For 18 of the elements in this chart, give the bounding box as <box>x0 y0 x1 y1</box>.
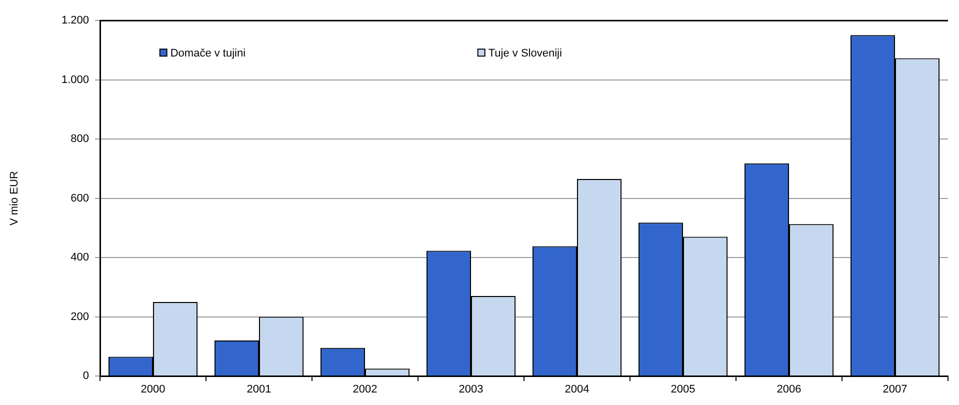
x-tick-label: 2005 <box>670 384 696 396</box>
x-tick-label: 2004 <box>564 384 590 396</box>
legend-label: Domače v tujini <box>170 48 246 60</box>
y-tick-label: 1.000 <box>61 74 89 86</box>
x-tick-label: 2002 <box>352 384 378 396</box>
x-tick-label: 2000 <box>140 384 166 396</box>
y-tick-label: 600 <box>70 192 89 204</box>
x-tick-label: 2003 <box>458 384 484 396</box>
y-tick-label: 0 <box>82 370 89 382</box>
y-axis-title: V mio EUR <box>8 171 21 226</box>
y-tick-label: 400 <box>70 252 89 264</box>
y-tick-label: 200 <box>70 310 89 323</box>
x-tick-label: 2001 <box>246 384 272 396</box>
legend-label: Tuje v Sloveniji <box>488 48 562 60</box>
x-tick-label: 2006 <box>776 384 802 396</box>
y-tick-label: 800 <box>70 133 89 146</box>
y-tick-label: 1.200 <box>61 14 89 27</box>
x-tick-label: 2007 <box>882 384 908 396</box>
